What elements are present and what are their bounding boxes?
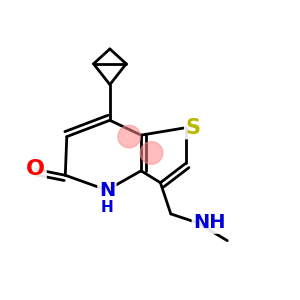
Text: NH: NH (193, 213, 226, 232)
Text: H: H (100, 200, 113, 215)
Circle shape (118, 125, 140, 148)
Text: N: N (99, 181, 115, 200)
Text: O: O (26, 159, 45, 179)
Circle shape (140, 142, 163, 164)
Text: S: S (186, 118, 201, 138)
